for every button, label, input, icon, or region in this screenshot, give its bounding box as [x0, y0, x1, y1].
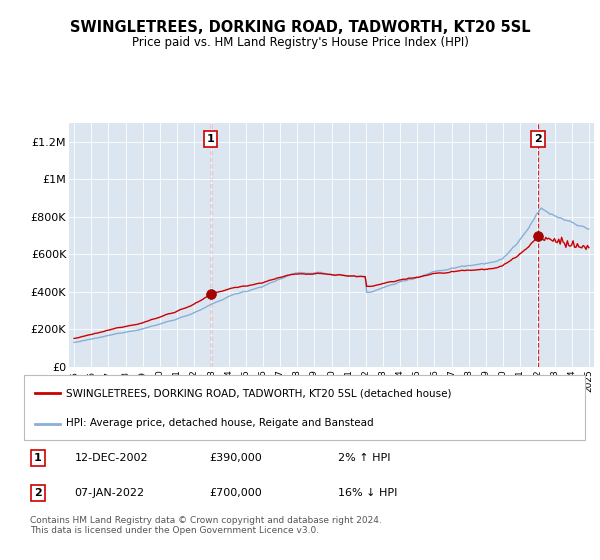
Text: Contains HM Land Registry data © Crown copyright and database right 2024.
This d: Contains HM Land Registry data © Crown c…	[29, 516, 382, 535]
Text: 16% ↓ HPI: 16% ↓ HPI	[338, 488, 398, 498]
Text: HPI: Average price, detached house, Reigate and Banstead: HPI: Average price, detached house, Reig…	[66, 418, 374, 428]
Text: 1: 1	[34, 453, 42, 463]
Text: 07-JAN-2022: 07-JAN-2022	[74, 488, 145, 498]
Text: 2: 2	[534, 134, 542, 144]
Text: 1: 1	[206, 134, 214, 144]
Text: 2: 2	[34, 488, 42, 498]
FancyBboxPatch shape	[24, 375, 585, 440]
Text: £390,000: £390,000	[209, 453, 262, 463]
Text: 2% ↑ HPI: 2% ↑ HPI	[338, 453, 391, 463]
Text: Price paid vs. HM Land Registry's House Price Index (HPI): Price paid vs. HM Land Registry's House …	[131, 36, 469, 49]
Text: SWINGLETREES, DORKING ROAD, TADWORTH, KT20 5SL: SWINGLETREES, DORKING ROAD, TADWORTH, KT…	[70, 20, 530, 35]
Text: SWINGLETREES, DORKING ROAD, TADWORTH, KT20 5SL (detached house): SWINGLETREES, DORKING ROAD, TADWORTH, KT…	[66, 388, 452, 398]
Text: 12-DEC-2002: 12-DEC-2002	[74, 453, 148, 463]
Text: £700,000: £700,000	[209, 488, 262, 498]
